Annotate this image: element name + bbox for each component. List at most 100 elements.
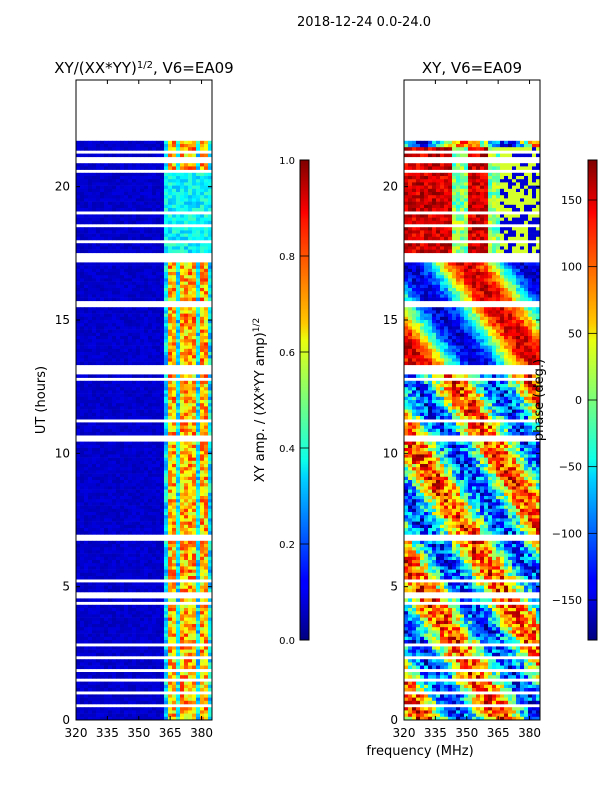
heatmap-cell [136,470,141,474]
heatmap-cell [140,220,145,225]
heatmap-cell [76,444,81,449]
heatmap-cell [156,195,161,199]
heatmap-cell [108,576,113,580]
heatmap-cell [160,284,165,289]
heatmap-cell [136,332,141,337]
heatmap-cell [144,166,149,170]
heatmap-cell [88,246,93,250]
heatmap-cell [160,416,165,420]
heatmap-cell [172,390,177,394]
heatmap-cell [132,681,137,686]
heatmap-cell [88,608,93,612]
heatmap-cell [104,425,109,430]
heatmap-cell [144,403,149,407]
heatmap-cell [132,515,137,519]
heatmap-cell [96,179,101,183]
heatmap-cell [100,636,105,641]
heatmap-cell [176,627,181,631]
heatmap-cell [140,147,145,151]
heatmap-cell [200,489,205,494]
heatmap-cell [112,316,117,321]
heatmap-cell [124,422,129,426]
heatmap-cell [84,294,89,298]
heatmap-cell [100,182,105,186]
heatmap-cell [208,444,212,449]
heatmap-cell [188,652,193,657]
heatmap-cell [188,313,193,318]
heatmap-cell [172,585,177,590]
heatmap-cell [92,198,97,202]
heatmap-cell [100,422,105,426]
heatmap-cell [128,313,133,318]
heatmap-cell [136,659,141,663]
heatmap-cell [104,697,109,702]
heatmap-cell [196,694,201,698]
heatmap-cell [120,480,125,484]
heatmap-cell [196,153,201,158]
heatmap-cell [132,291,137,295]
heatmap-cell [88,144,93,148]
heatmap-cell [108,220,113,225]
heatmap-cell [148,700,153,705]
heatmap-cell [192,499,197,503]
heatmap-cell [116,355,121,359]
heatmap-cell [120,444,125,449]
heatmap-cell [112,544,117,548]
heatmap-cell [164,262,169,266]
heatmap-cell [152,614,157,618]
heatmap-cell [136,339,141,343]
heatmap-cell [144,617,149,622]
heatmap-cell [96,390,101,394]
heatmap-cell [196,496,201,500]
heatmap-cell [112,403,117,407]
heatmap-cell [200,694,205,698]
heatmap-cell [176,153,181,158]
heatmap-cell [80,560,85,564]
heatmap-cell [164,195,169,199]
heatmap-cell [200,272,205,276]
heatmap-cell [144,425,149,430]
heatmap-cell [168,272,173,276]
heatmap-cell [92,640,97,644]
heatmap-cell [176,355,181,359]
heatmap-cell [160,627,165,631]
heatmap-cell [96,406,101,410]
heatmap-cell [180,540,185,545]
heatmap-cell [168,604,173,609]
heatmap-cell [184,204,189,209]
heatmap-cell [76,217,81,222]
heatmap-cell [168,323,173,327]
heatmap-cell [188,400,193,404]
heatmap-cell [196,480,201,484]
heatmap-cell [92,172,97,177]
heatmap-cell [204,528,209,532]
heatmap-cell [156,540,161,545]
heatmap-cell [160,563,165,567]
heatmap-cell [164,217,169,222]
heatmap-cell [144,496,149,500]
heatmap-cell [132,390,137,394]
heatmap-cell [120,499,125,503]
heatmap-cell [100,412,105,417]
heatmap-cell [208,400,212,404]
heatmap-cell [180,604,185,609]
heatmap-cell [128,518,133,522]
heatmap-cell [124,323,129,327]
heatmap-cell [88,323,93,327]
heatmap-cell [200,454,205,458]
heatmap-cell [112,585,117,590]
heatmap-cell [196,236,201,241]
heatmap-cell [192,566,197,570]
heatmap-cell [108,681,113,686]
heatmap-cell [156,182,161,186]
heatmap-cell [128,393,133,398]
heatmap-cell [184,540,189,545]
heatmap-cell [176,636,181,641]
heatmap-cell [168,310,173,314]
heatmap-cell [112,614,117,618]
heatmap-cell [172,361,177,366]
heatmap-cell [132,473,137,478]
heatmap-cell [168,361,173,366]
heatmap-cell [200,441,205,446]
heatmap-cell [200,192,205,196]
